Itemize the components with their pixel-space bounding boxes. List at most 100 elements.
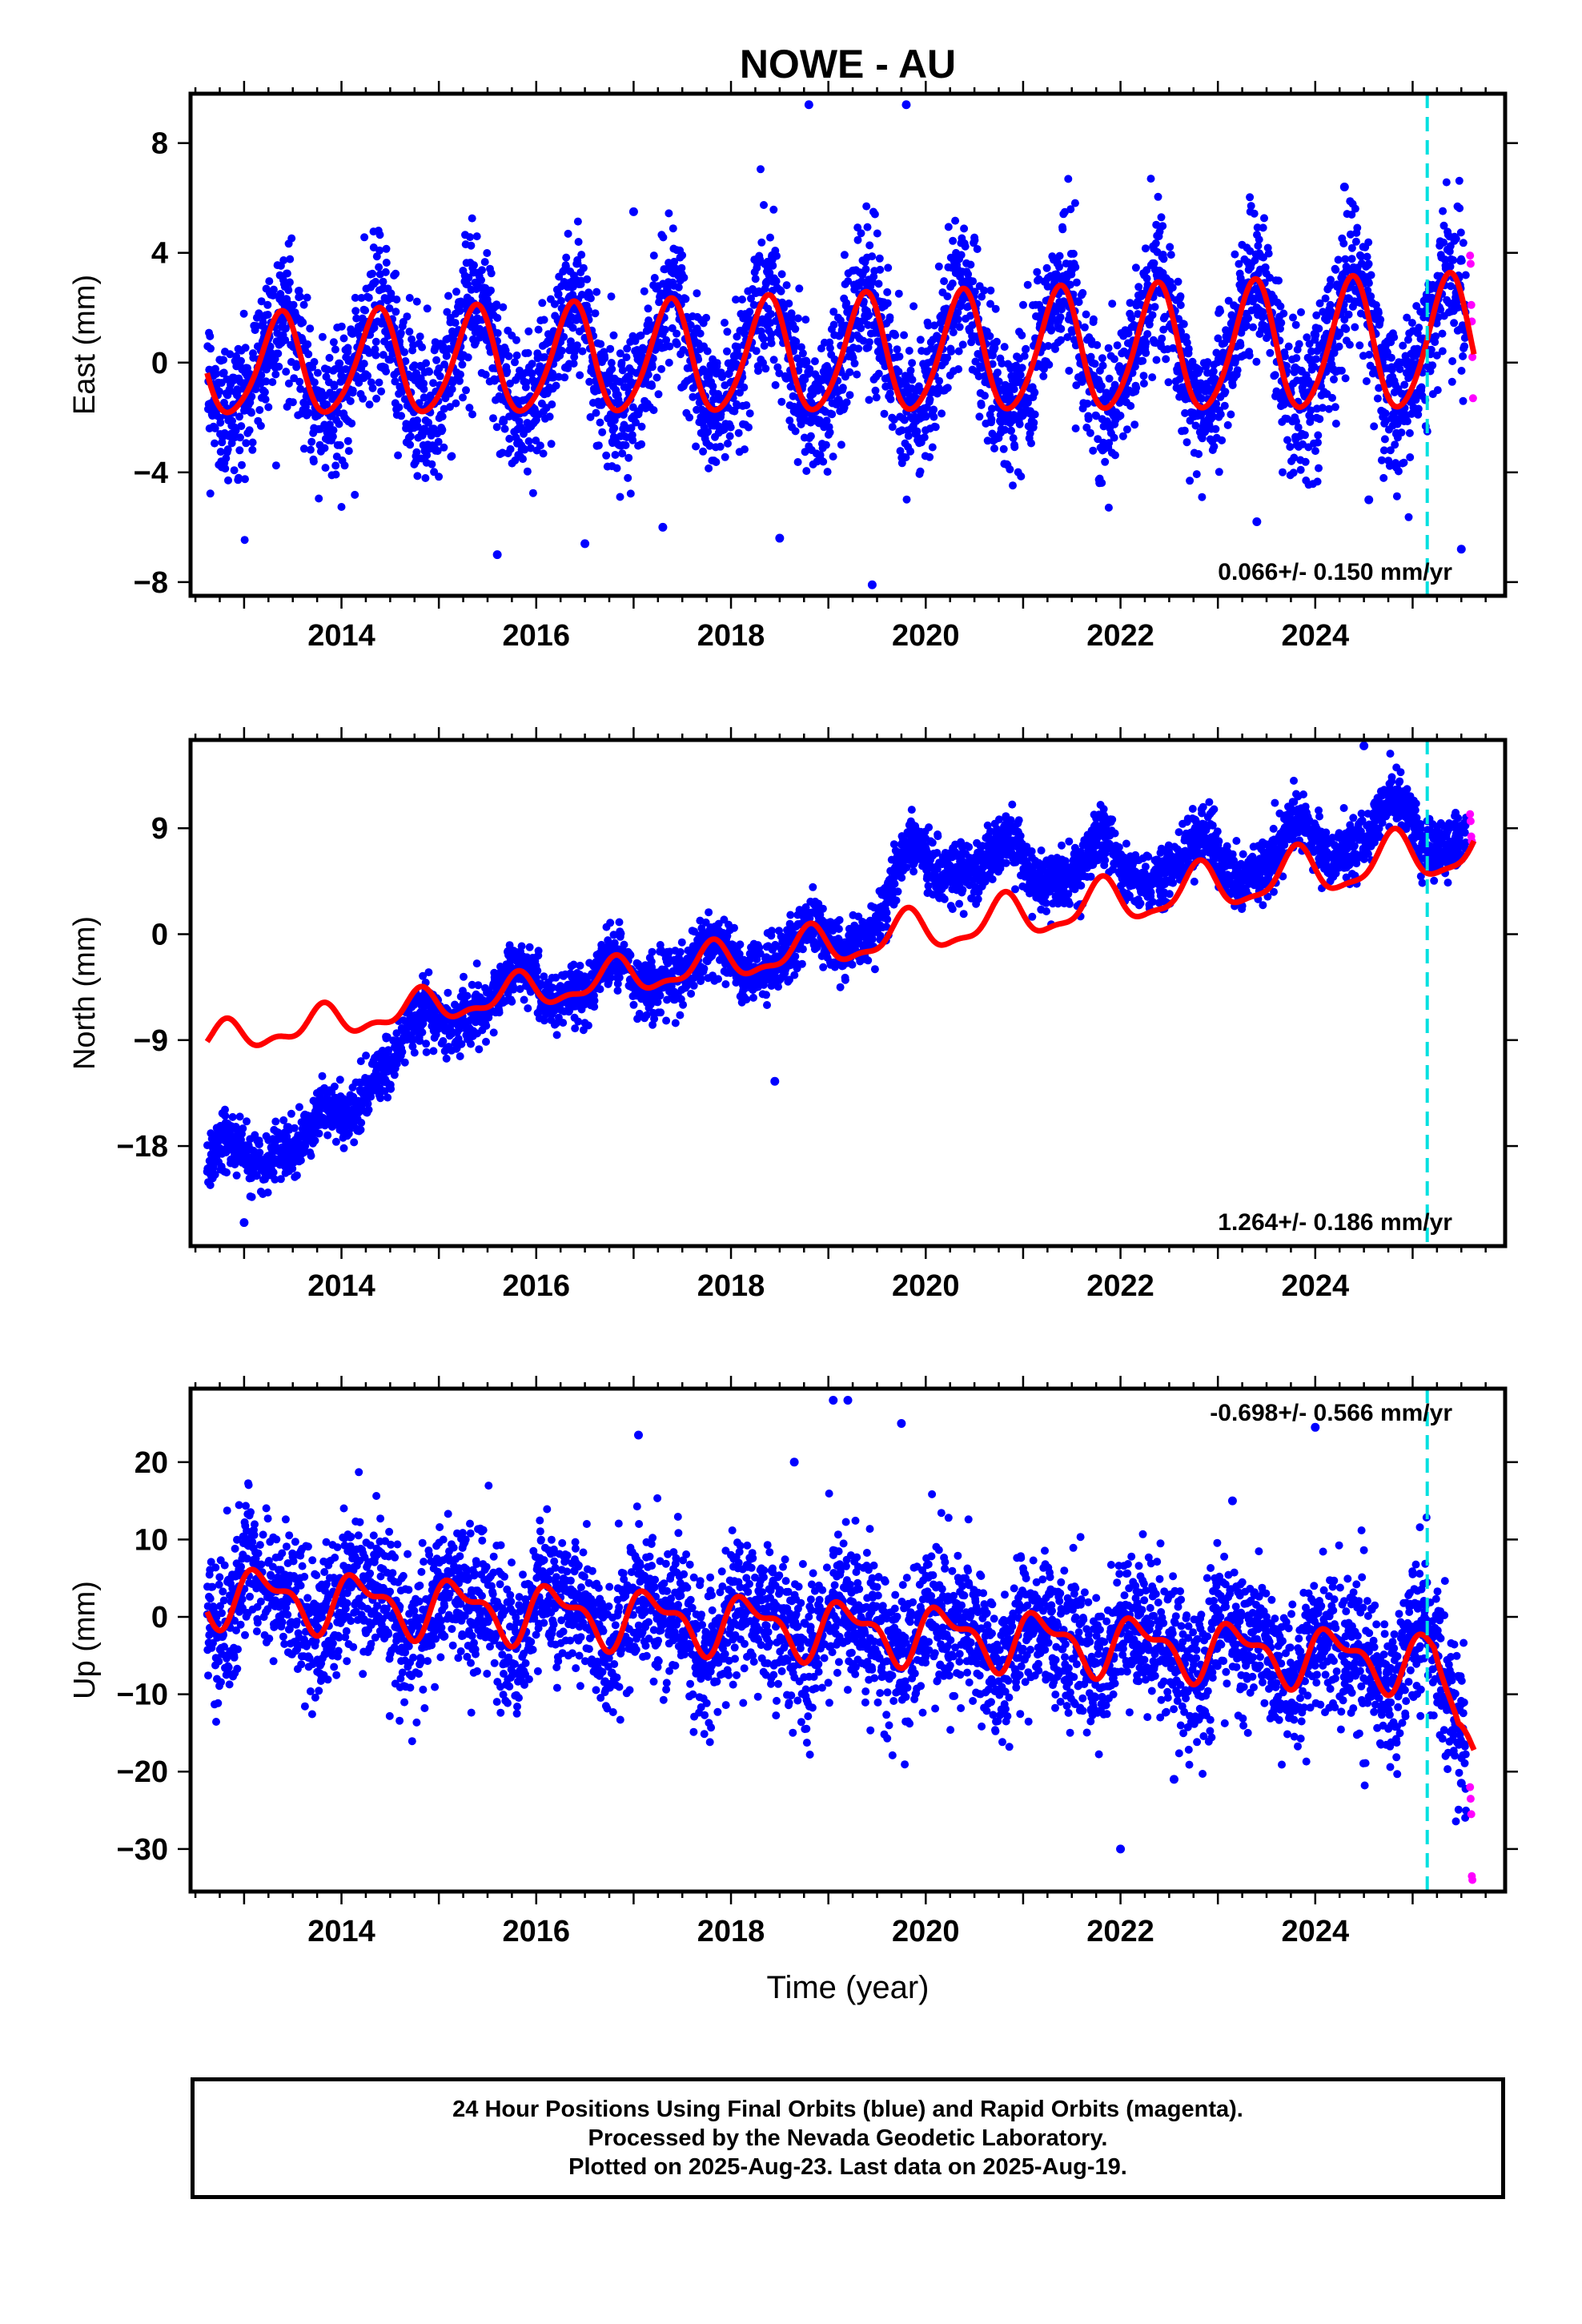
- final-orbit-point: [287, 1109, 295, 1118]
- final-orbit-point: [235, 412, 243, 421]
- y-axis-label: East (mm): [68, 275, 102, 415]
- final-orbit-point: [1310, 363, 1319, 371]
- final-orbit-point: [304, 350, 313, 359]
- final-orbit-point: [771, 380, 780, 389]
- final-orbit-point: [242, 439, 251, 448]
- final-orbit-point: [281, 336, 290, 344]
- final-orbit-point: [924, 321, 933, 330]
- final-orbit-point: [902, 495, 911, 504]
- final-orbit-point: [990, 444, 998, 452]
- final-orbit-point: [292, 363, 301, 372]
- final-orbit-point: [379, 351, 387, 360]
- final-orbit-point: [379, 277, 387, 286]
- final-orbit-point: [477, 275, 485, 284]
- final-orbit-point: [540, 353, 549, 361]
- final-orbit-point: [1227, 410, 1235, 419]
- final-orbit-point: [372, 252, 381, 261]
- final-orbit-point: [282, 368, 291, 376]
- final-orbit-point: [885, 313, 894, 322]
- final-orbit-point: [423, 451, 432, 460]
- final-orbit-point: [1195, 366, 1204, 375]
- final-orbit-point: [318, 1072, 327, 1080]
- final-orbit-point: [528, 489, 537, 497]
- final-orbit-point: [1018, 331, 1026, 340]
- final-orbit-point: [448, 385, 456, 393]
- final-orbit-point: [1152, 220, 1161, 229]
- final-orbit-point: [930, 321, 939, 330]
- final-orbit-point: [313, 368, 322, 377]
- final-orbit-point: [823, 468, 832, 476]
- final-orbit-point: [464, 273, 473, 282]
- final-orbit-point: [1182, 338, 1191, 347]
- final-orbit-point: [621, 441, 630, 449]
- final-orbit-point: [999, 444, 1008, 453]
- final-orbit-point: [1142, 348, 1150, 357]
- final-orbit-point: [1143, 330, 1152, 339]
- final-orbit-point: [232, 1171, 241, 1180]
- final-orbit-point: [1459, 352, 1468, 360]
- final-orbit-point: [357, 1119, 366, 1127]
- final-orbit-point: [451, 319, 460, 328]
- final-orbit-point: [236, 433, 244, 442]
- final-orbit-point: [1283, 436, 1291, 444]
- final-orbit-point: [435, 472, 444, 481]
- final-orbit-point: [1154, 192, 1162, 201]
- final-orbit-point: [394, 451, 403, 460]
- final-orbit-point: [371, 351, 380, 360]
- y-tick-label: 8: [151, 127, 168, 161]
- final-orbit-point: [499, 303, 508, 312]
- final-orbit-point: [331, 1137, 340, 1146]
- final-orbit-point: [226, 350, 235, 359]
- final-orbit-point: [1405, 428, 1414, 437]
- final-orbit-point: [304, 408, 313, 417]
- final-orbit-point: [275, 362, 283, 371]
- final-orbit-point: [1276, 324, 1284, 333]
- final-orbit-point: [228, 1112, 237, 1121]
- rapid-orbit-point: [1466, 251, 1475, 260]
- final-orbit-point: [1379, 473, 1388, 482]
- final-orbit-point: [1158, 334, 1166, 343]
- final-orbit-point: [1399, 341, 1407, 350]
- final-orbit-point: [383, 1093, 392, 1102]
- final-orbit-point: [1365, 350, 1374, 359]
- final-orbit-point: [786, 382, 795, 391]
- final-orbit-point: [1374, 308, 1383, 317]
- final-orbit-point: [838, 384, 847, 392]
- final-orbit-point: [1063, 333, 1072, 341]
- final-orbit-point: [1108, 300, 1117, 308]
- final-orbit-point: [269, 291, 278, 300]
- final-orbit-point: [376, 1094, 385, 1103]
- final-orbit-point: [626, 489, 635, 498]
- final-orbit-point: [938, 409, 946, 418]
- final-orbit-point: [1033, 267, 1042, 276]
- final-orbit-point: [935, 376, 944, 385]
- final-orbit-point: [1351, 237, 1360, 246]
- final-orbit-point: [921, 412, 930, 421]
- final-orbit-point: [263, 311, 272, 319]
- final-orbit-point: [788, 314, 797, 323]
- final-orbit-point: [1334, 255, 1343, 264]
- final-orbit-point: [271, 461, 280, 470]
- final-orbit-point: [931, 423, 940, 432]
- final-orbit-point: [1315, 324, 1323, 333]
- final-orbit-point: [284, 379, 293, 388]
- final-orbit-point: [350, 1138, 359, 1147]
- final-orbit-point: [1345, 340, 1354, 349]
- final-orbit-point: [1110, 355, 1118, 364]
- final-orbit-point: [548, 400, 556, 408]
- final-orbit-point: [392, 296, 401, 304]
- final-orbit-point: [506, 444, 515, 453]
- final-orbit-point: [268, 378, 277, 387]
- final-orbit-point: [1022, 344, 1030, 353]
- final-orbit-point: [1009, 481, 1017, 490]
- final-orbit-point: [1296, 465, 1305, 474]
- final-orbit-point: [223, 1168, 231, 1177]
- final-orbit-point: [845, 391, 854, 400]
- final-orbit-point: [1295, 340, 1303, 348]
- final-orbit-point: [754, 367, 762, 376]
- final-orbit-point: [421, 474, 430, 482]
- final-orbit-point: [320, 444, 329, 452]
- final-orbit-point: [1057, 324, 1066, 333]
- final-orbit-point: [1128, 368, 1137, 377]
- final-orbit-point: [1457, 367, 1466, 375]
